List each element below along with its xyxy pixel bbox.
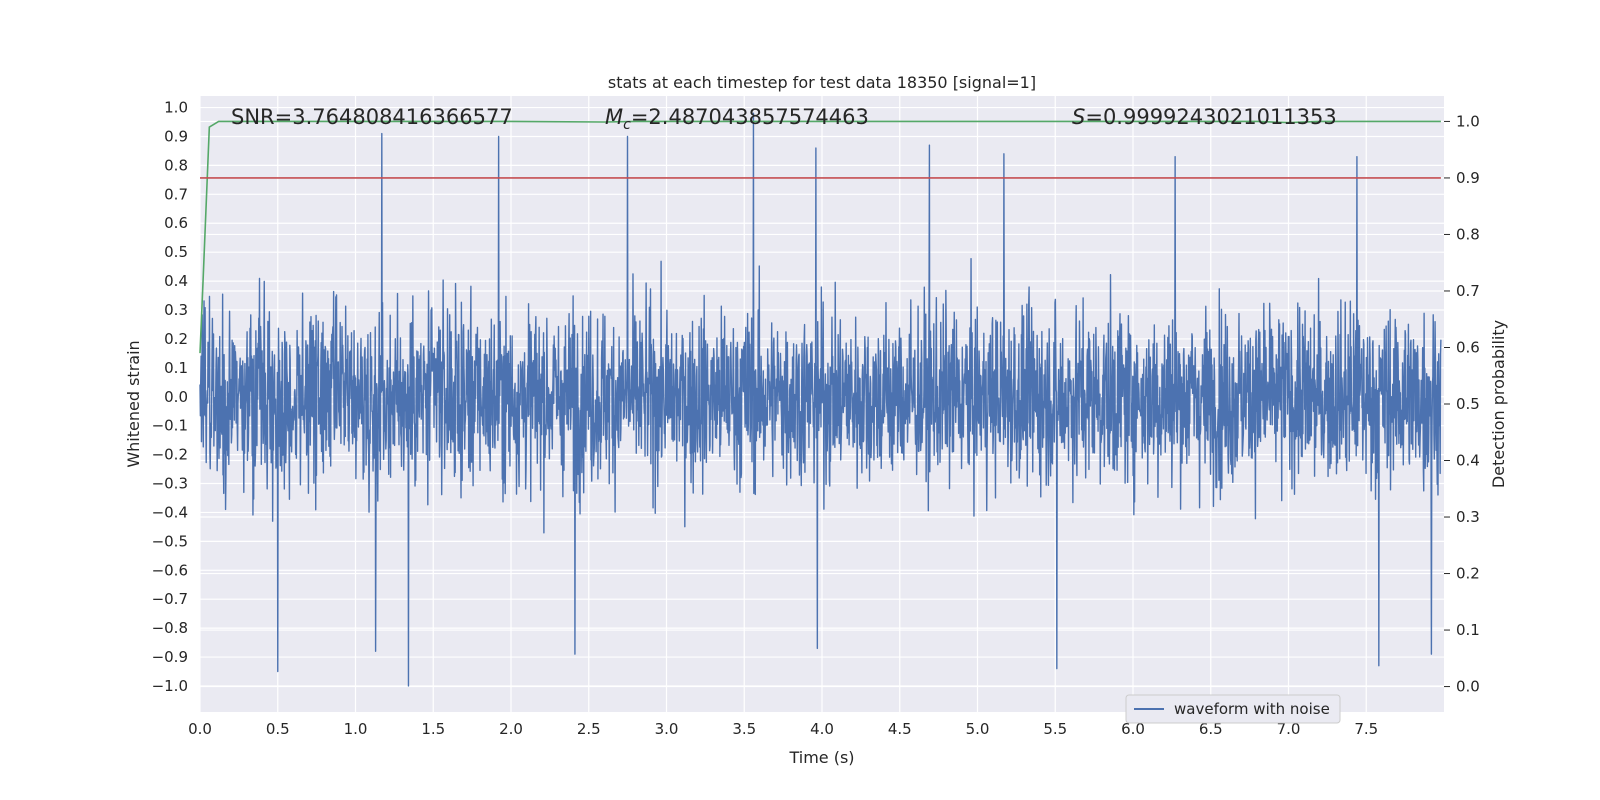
y-left-axis-ticks: 1.0 0.9 0.8 0.7 0.6 0.5 0.4 0.3 0.2 0.1 0.0 −0.1 −0.… (152, 99, 188, 695)
probability-series (199, 120, 1441, 354)
y-right-tick-label: 0.6 (1456, 338, 1480, 356)
x-tick-label: 6.0 (1121, 720, 1145, 738)
y-left-tick-label: 0.5 (164, 243, 188, 261)
y-right-tick-label: 0.4 (1456, 452, 1480, 470)
y-right-tick-label: 0.5 (1456, 395, 1480, 413)
x-tick-label: 4.0 (810, 720, 834, 738)
y-right-tick-label: 0.0 (1456, 678, 1480, 696)
x-tick-label: 2.5 (577, 720, 601, 738)
mc-value: =2.487043857574463 (631, 105, 869, 129)
s-annotation: S=0.9999243021011353 (1072, 105, 1337, 129)
x-tick-label: 7.5 (1354, 720, 1378, 738)
y-left-tick-label: −0.4 (152, 503, 188, 521)
y-right-tick-label: 1.0 (1456, 112, 1480, 130)
y-left-tick-label: −0.9 (152, 648, 188, 666)
x-tick-label: 1.0 (344, 720, 368, 738)
y-left-tick-label: 0.6 (164, 214, 188, 232)
y-left-tick-label: 0.3 (164, 301, 188, 319)
y-right-tick-label: 0.3 (1456, 508, 1480, 526)
legend-box (1125, 694, 1341, 724)
x-tick-label: 0.5 (266, 720, 290, 738)
y-right-tick-label: 0.2 (1456, 565, 1480, 583)
detection-probability-line (199, 120, 1441, 354)
s-symbol: S (1072, 105, 1085, 129)
x-tick-label: 5.0 (966, 720, 990, 738)
y-left-tick-label: −0.7 (152, 590, 188, 608)
waveform-line (199, 112, 1442, 687)
mc-annotation: Mc=2.487043857574463 (605, 105, 869, 133)
y-right-tick-label: 0.9 (1456, 169, 1480, 187)
y-right-axis-label: Detection probability (1489, 320, 1508, 488)
x-tick-label: 2.0 (499, 720, 523, 738)
x-tick-label: 7.0 (1277, 720, 1301, 738)
y-left-tick-label: −0.5 (152, 532, 188, 550)
y-left-tick-label: −0.8 (152, 619, 188, 637)
y-left-tick-label: 0.1 (164, 359, 188, 377)
y-left-tick-label: −0.6 (152, 561, 188, 579)
x-tick-label: 3.5 (732, 720, 756, 738)
mc-subscript: c (623, 117, 631, 133)
legend-label-waveform: waveform with noise (1174, 700, 1330, 718)
legend: waveform with noise (1125, 694, 1341, 724)
y-left-tick-label: −0.2 (152, 446, 188, 464)
y-left-tick-label: 0.2 (164, 330, 188, 348)
waveform-series (199, 112, 1442, 687)
x-tick-label: 4.5 (888, 720, 912, 738)
x-tick-label: 0.0 (188, 720, 212, 738)
y-left-tick-label: 0.7 (164, 185, 188, 203)
y-left-tick-label: −1.0 (152, 677, 188, 695)
y-left-tick-label: 1.0 (164, 99, 188, 117)
x-tick-label: 6.5 (1199, 720, 1223, 738)
x-tick-label: 3.0 (655, 720, 679, 738)
y-right-tick-label: 0.7 (1456, 282, 1480, 300)
y-right-tick-label: 0.8 (1456, 225, 1480, 243)
x-tick-label: 1.5 (421, 720, 445, 738)
x-tick-label: 5.5 (1043, 720, 1067, 738)
y-left-tick-label: 0.0 (164, 388, 188, 406)
y-left-axis-label: Whitened strain (124, 340, 143, 467)
s-value: =0.9999243021011353 (1085, 105, 1336, 129)
mc-symbol: M (605, 105, 623, 129)
y-left-tick-label: −0.1 (152, 417, 188, 435)
y-right-axis-ticks: 1.0 0.9 0.8 0.7 0.6 0.5 0.4 0.3 0.2 0.1 0.0 (1444, 112, 1480, 696)
chart-title: stats at each timestep for test data 183… (608, 73, 1036, 92)
y-left-tick-label: −0.3 (152, 475, 188, 493)
y-right-tick-label: 0.1 (1456, 621, 1480, 639)
y-left-tick-label: 0.8 (164, 156, 188, 174)
x-axis-label: Time (s) (788, 748, 854, 767)
y-left-tick-label: 0.4 (164, 272, 188, 290)
y-left-tick-label: 0.9 (164, 127, 188, 145)
x-axis-ticks: 0.0 0.5 1.0 1.5 2.0 2.5 3.0 3.5 4.0 4.5 5.0 5.5 6.0 6… (188, 720, 1378, 738)
snr-annotation: SNR=3.764808416366577 (231, 105, 513, 129)
